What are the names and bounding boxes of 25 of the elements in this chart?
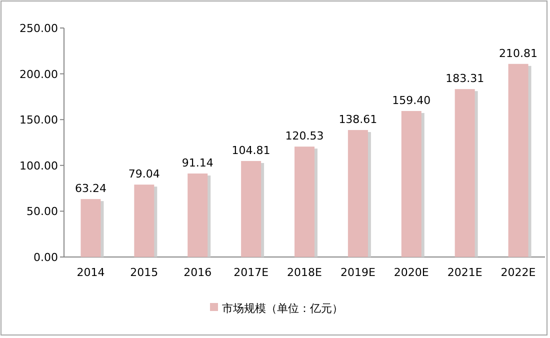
x-tick-label: 2016 bbox=[184, 266, 212, 279]
data-label: 120.53 bbox=[285, 130, 324, 143]
data-label: 183.31 bbox=[446, 72, 484, 86]
x-tick-label: 2022E bbox=[500, 266, 536, 279]
x-tick-label: 2019E bbox=[340, 266, 376, 279]
data-label: 159.40 bbox=[392, 94, 431, 107]
data-label: 79.04 bbox=[128, 168, 160, 181]
y-tick-label: 150.00 bbox=[20, 114, 58, 127]
data-label: 91.14 bbox=[182, 156, 214, 170]
data-label: 104.81 bbox=[232, 144, 270, 157]
y-tick-label: 200.00 bbox=[20, 68, 58, 81]
y-tick-label: 250.00 bbox=[20, 22, 58, 35]
x-tick-label: 2014 bbox=[76, 266, 105, 279]
x-tick-label: 2015 bbox=[130, 266, 158, 279]
data-label: 63.24 bbox=[74, 182, 106, 196]
legend: 市场规模（单位：亿元） bbox=[210, 302, 343, 315]
x-tick-label: 2021E bbox=[447, 266, 482, 279]
x-tick-label: 2020E bbox=[394, 266, 429, 279]
x-tick-label: 2018E bbox=[287, 266, 322, 279]
y-tick-label: 50.00 bbox=[26, 205, 58, 218]
x-tick-label: 2017E bbox=[234, 266, 269, 279]
data-label: 138.61 bbox=[338, 113, 378, 126]
data-label: 210.81 bbox=[499, 46, 538, 60]
y-tick-label: 0.00 bbox=[34, 251, 58, 264]
y-tick-label: 100.00 bbox=[20, 159, 58, 172]
